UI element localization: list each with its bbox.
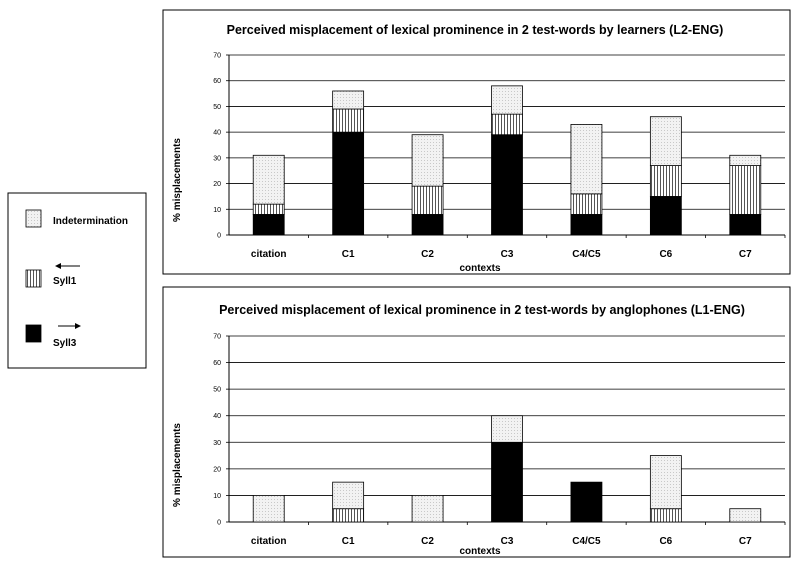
bars	[252, 85, 762, 236]
bar-segment-indetermination	[252, 495, 285, 523]
chart-learners: Perceived misplacement of lexical promin…	[162, 9, 791, 275]
bar-segment-syll3	[570, 481, 603, 523]
bar-segment-syll3	[332, 131, 365, 236]
x-tick-label: C7	[739, 249, 752, 260]
legend: Indetermination Syll1 Syll3	[7, 192, 147, 369]
bar-segment-syll1	[649, 165, 682, 197]
y-tick-label: 30	[213, 440, 221, 447]
x-tick-label: C4/C5	[572, 249, 601, 260]
bar-segment-syll3	[411, 214, 444, 236]
bar-segment-indetermination	[332, 90, 365, 110]
y-tick-label: 70	[213, 334, 221, 341]
legend-swatch-syll1	[25, 269, 42, 288]
bar-segment-syll3	[649, 196, 682, 236]
bar-segment-indetermination	[649, 116, 682, 166]
y-tick-label: 40	[213, 413, 221, 420]
bar-segment-syll3	[491, 134, 523, 236]
chart-anglophones: Perceived misplacement of lexical promin…	[162, 286, 791, 558]
y-tick-label: 20	[213, 181, 221, 188]
y-tick-label: 10	[213, 207, 221, 214]
y-tick-label: 0	[217, 233, 221, 240]
bar-segment-indetermination	[649, 455, 682, 510]
bar-segment-indetermination	[411, 134, 444, 187]
x-tick-label: C3	[501, 536, 514, 547]
bar-segment-indetermination	[729, 154, 762, 166]
bar-segment-syll3	[252, 214, 285, 236]
bar-segment-syll1	[570, 193, 603, 215]
x-tick-label: C4/C5	[572, 536, 601, 547]
bar-segment-syll1	[411, 185, 444, 215]
x-ticks: citation C1 C2 C3 C4/C5 C6 C7	[251, 522, 786, 547]
bar-segment-syll3	[570, 214, 603, 236]
bars	[252, 415, 762, 523]
bar-segment-syll1	[729, 165, 762, 215]
y-tick-label: 60	[213, 78, 221, 85]
bar-segment-syll1	[252, 203, 285, 215]
x-tick-label: C2	[421, 536, 434, 547]
x-axis-label: contexts	[459, 546, 501, 557]
bar-segment-syll3	[491, 441, 523, 523]
bar-segment-syll1	[491, 113, 523, 136]
bar-segment-syll1	[332, 508, 365, 523]
legend-label-indetermination: Indetermination	[53, 216, 128, 227]
x-tick-label: C2	[421, 249, 434, 260]
y-ticks: 0 10 20 30 40 50 60 70	[213, 334, 229, 527]
y-axis-label: % misplacements	[172, 138, 183, 222]
bar-segment-indetermination	[491, 415, 523, 443]
bar-segment-syll3	[729, 214, 762, 236]
bar-segment-indetermination	[570, 124, 603, 195]
x-tick-label: citation	[251, 536, 287, 547]
chart-title: Perceived misplacement of lexical promin…	[219, 303, 745, 317]
y-tick-label: 30	[213, 155, 221, 162]
y-axis-label: % misplacements	[172, 423, 183, 507]
x-tick-label: citation	[251, 249, 287, 260]
right-arrow-icon	[58, 323, 81, 329]
x-tick-label: C6	[659, 249, 672, 260]
bar-segment-syll1	[332, 108, 365, 133]
x-axis-label: contexts	[459, 263, 501, 274]
x-tick-label: C7	[739, 536, 752, 547]
y-ticks: 0 10 20 30 40 50 60 70	[213, 53, 229, 240]
y-tick-label: 50	[213, 387, 221, 394]
bar-segment-indetermination	[332, 481, 365, 510]
legend-label-syll3: Syll3	[53, 338, 77, 349]
legend-swatch-syll3	[25, 324, 42, 343]
y-tick-label: 60	[213, 360, 221, 367]
y-tick-label: 70	[213, 53, 221, 60]
y-tick-label: 50	[213, 104, 221, 111]
left-arrow-icon	[55, 263, 80, 269]
x-tick-label: C1	[342, 536, 355, 547]
y-tick-label: 10	[213, 493, 221, 500]
x-tick-label: C3	[501, 249, 514, 260]
bar-segment-syll1	[649, 508, 682, 523]
bar-segment-indetermination	[252, 154, 285, 205]
legend-swatch-indetermination	[25, 209, 42, 228]
y-tick-label: 40	[213, 130, 221, 137]
y-tick-label: 0	[217, 520, 221, 527]
bar-segment-indetermination	[729, 508, 762, 523]
bar-segment-indetermination	[411, 495, 444, 523]
bar-segment-indetermination	[491, 85, 523, 115]
chart-title: Perceived misplacement of lexical promin…	[227, 23, 724, 37]
x-tick-label: C6	[659, 536, 672, 547]
x-ticks: citation C1 C2 C3 C4/C5 C6 C7	[251, 235, 786, 260]
y-tick-label: 20	[213, 466, 221, 473]
legend-label-syll1: Syll1	[53, 276, 77, 287]
x-tick-label: C1	[342, 249, 355, 260]
